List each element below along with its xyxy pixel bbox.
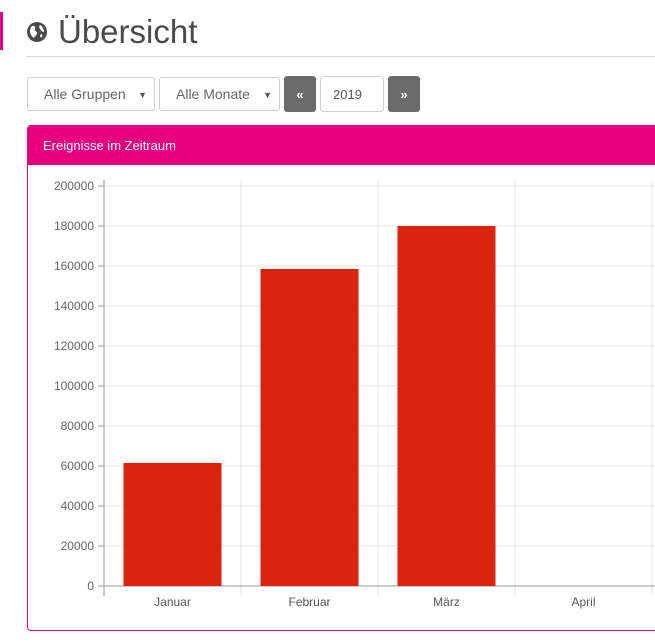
x-tick-label: Februar <box>288 595 330 609</box>
title-accent-bar <box>0 12 3 50</box>
y-tick-label: 200000 <box>54 179 94 193</box>
y-tick-label: 160000 <box>54 259 94 273</box>
y-tick-label: 100000 <box>54 379 94 393</box>
panel-title: Ereignisse im Zeitraum <box>43 138 176 153</box>
previous-year-button[interactable]: « <box>284 76 316 112</box>
month-select[interactable]: Alle Monate ▼ <box>159 77 280 111</box>
bar-januar <box>123 463 222 586</box>
month-select-value: Alle Monate <box>176 86 250 102</box>
y-tick-label: 40000 <box>61 499 95 513</box>
events-bar-chart: 0 20000 40000 60000 80000 100000 120000 140000 1… <box>54 179 655 609</box>
y-tick-label: 0 <box>87 579 94 593</box>
filter-toolbar: Alle Gruppen ▼ Alle Monate ▼ « » <box>27 76 420 112</box>
panel-header: Ereignisse im Zeitraum <box>28 126 655 165</box>
y-tick-label: 180000 <box>54 219 94 233</box>
globe-icon <box>27 22 47 42</box>
y-tick-label: 140000 <box>54 299 94 313</box>
events-panel: Ereignisse im Zeitraum 0 20000 40000 60000 8… <box>27 125 655 631</box>
x-tick-label: April <box>571 595 595 609</box>
title-row: Übersicht <box>26 10 197 54</box>
x-tick-label: Januar <box>154 595 191 609</box>
next-year-button[interactable]: » <box>388 76 420 112</box>
year-input[interactable] <box>320 76 384 112</box>
y-tick-label: 20000 <box>61 539 95 553</box>
y-tick-label: 60000 <box>61 459 95 473</box>
bar-märz <box>397 226 496 586</box>
chevron-down-icon: ▼ <box>263 90 272 100</box>
x-tick-label: März <box>433 595 460 609</box>
y-tick-label: 80000 <box>61 419 95 433</box>
title-divider <box>26 56 655 57</box>
group-select[interactable]: Alle Gruppen ▼ <box>27 77 155 111</box>
page-title: Übersicht <box>58 13 198 50</box>
y-tick-label: 120000 <box>54 339 94 353</box>
chevron-down-icon: ▼ <box>138 90 147 100</box>
bar-februar <box>260 269 359 586</box>
group-select-value: Alle Gruppen <box>44 86 126 102</box>
